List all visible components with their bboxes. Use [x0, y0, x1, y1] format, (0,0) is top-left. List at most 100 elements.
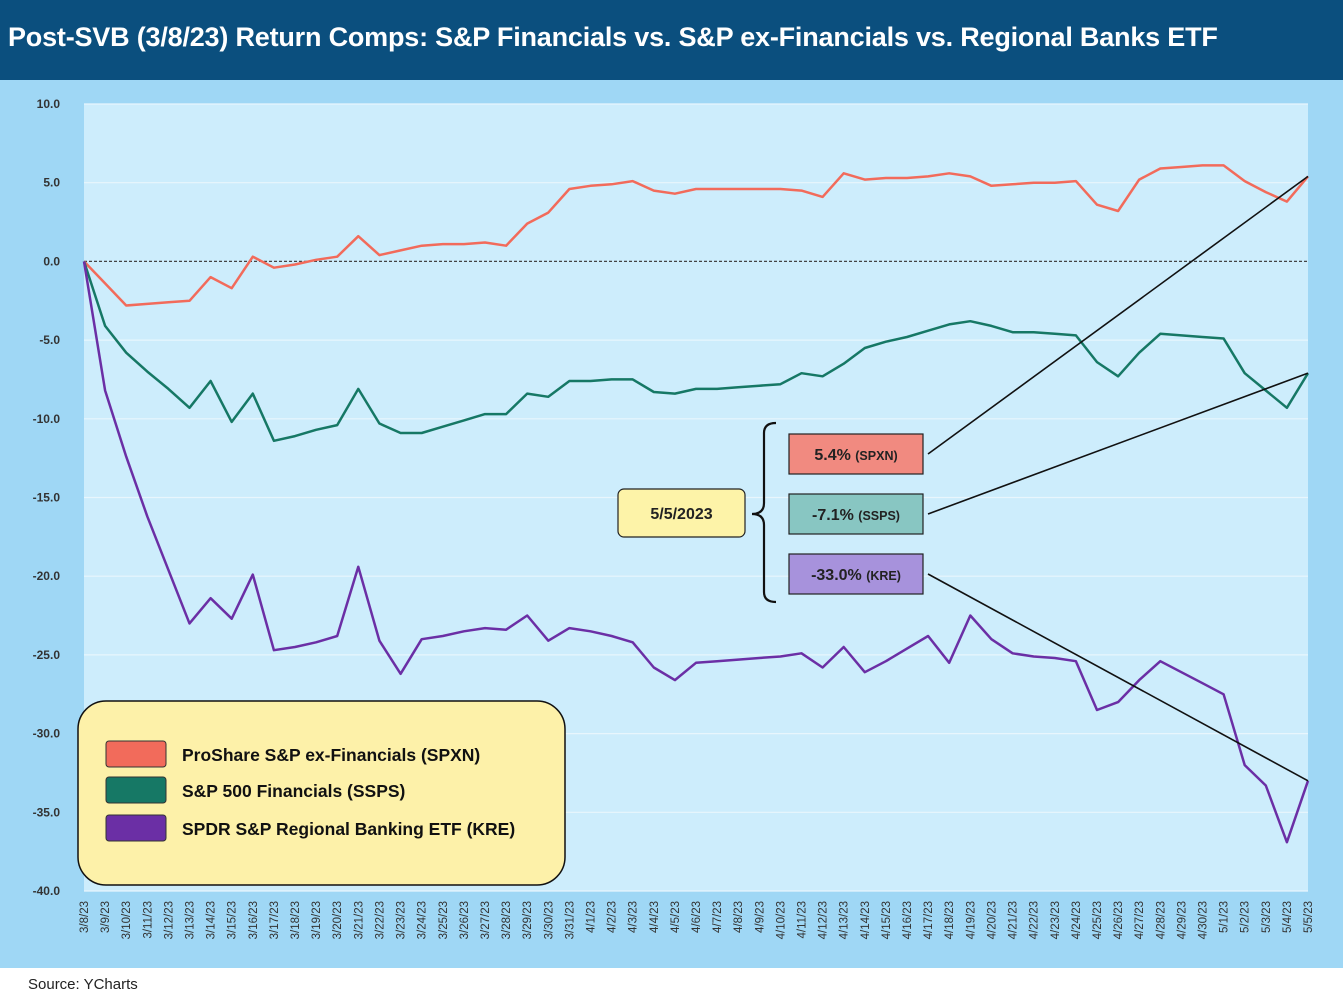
- y-tick-label: 5.0: [43, 176, 60, 190]
- x-tick-label: 3/9/23: [100, 901, 112, 933]
- x-tick-label: 4/6/23: [691, 901, 703, 933]
- x-tick-label: 5/4/23: [1282, 901, 1294, 933]
- x-tick-label: 3/19/23: [311, 901, 323, 939]
- legend-label-ssps: S&P 500 Financials (SSPS): [182, 781, 405, 801]
- x-tick-label: 4/17/23: [923, 901, 935, 939]
- x-tick-label: 3/31/23: [564, 901, 576, 939]
- x-tick-label: 4/5/23: [670, 901, 682, 933]
- annotation-ticker: (SPXN): [855, 449, 897, 463]
- connector-line-kre: [927, 573, 1309, 782]
- x-tick-label: 3/25/23: [438, 901, 450, 939]
- legend-swatch-kre: [105, 814, 167, 842]
- x-tick-label: 4/9/23: [754, 901, 766, 933]
- x-tick-label: 4/15/23: [881, 901, 893, 939]
- x-tick-label: 4/26/23: [1113, 901, 1125, 939]
- series-line-ssps: [82, 261, 1310, 443]
- annotation-label-spxn: 5.4% (SPXN): [814, 447, 897, 464]
- legend-box: [77, 700, 566, 886]
- annotation-value: 5.4%: [814, 447, 855, 464]
- y-tick-label: 10.0: [37, 97, 61, 111]
- series-line-kre: [82, 261, 1310, 844]
- x-tick-label: 3/20/23: [332, 901, 344, 939]
- x-tick-label: 3/10/23: [121, 901, 133, 939]
- x-tick-label: 4/1/23: [585, 901, 597, 933]
- annotation-ticker: (KRE): [866, 569, 901, 583]
- y-tick-label: -35.0: [33, 805, 61, 819]
- x-tick-label: 3/24/23: [417, 901, 429, 939]
- y-tick-label: 0.0: [43, 254, 60, 268]
- x-tick-label: 4/29/23: [1176, 901, 1188, 939]
- annotation-label-ssps: -7.1% (SSPS): [812, 507, 900, 524]
- x-tick-label: 4/7/23: [712, 901, 724, 933]
- x-tick-label: 3/28/23: [501, 901, 513, 939]
- connector-line-ssps: [927, 372, 1309, 515]
- x-tick-label: 4/18/23: [944, 901, 956, 939]
- annotation-box-kre: [788, 553, 924, 595]
- x-tick-label: 4/14/23: [860, 901, 872, 939]
- x-tick-label: 4/3/23: [628, 901, 640, 933]
- x-tick-label: 4/4/23: [649, 901, 661, 933]
- x-tick-label: 4/21/23: [1008, 901, 1020, 939]
- source-note: Source: YCharts: [28, 976, 138, 993]
- x-tick-label: 4/28/23: [1155, 901, 1167, 939]
- y-tick-label: -20.0: [33, 569, 61, 583]
- annotation-box-spxn: [788, 433, 924, 475]
- x-tick-label: 3/13/23: [185, 901, 197, 939]
- annotation-box-ssps: [788, 493, 924, 535]
- x-tick-label: 3/12/23: [163, 901, 175, 939]
- connector-line-spxn: [927, 175, 1309, 455]
- x-tick-label: 4/19/23: [965, 901, 977, 939]
- annotation-brace: [751, 421, 777, 604]
- x-tick-label: 4/30/23: [1197, 901, 1209, 939]
- y-tick-label: -15.0: [33, 491, 61, 505]
- x-tick-label: 3/17/23: [269, 901, 281, 939]
- y-tick-label: -25.0: [33, 648, 61, 662]
- y-tick-label: -40.0: [33, 884, 61, 898]
- series-line-spxn: [83, 164, 1309, 307]
- x-tick-label: 4/11/23: [797, 901, 809, 939]
- x-tick-label: 5/3/23: [1261, 901, 1273, 933]
- x-tick-label: 3/14/23: [206, 901, 218, 939]
- x-tick-label: 3/21/23: [353, 901, 365, 939]
- legend-label-spxn: ProShare S&P ex-Financials (SPXN): [182, 745, 480, 765]
- x-tick-label: 3/27/23: [480, 901, 492, 939]
- x-tick-label: 3/18/23: [290, 901, 302, 939]
- x-tick-label: 3/16/23: [248, 901, 260, 939]
- x-tick-label: 3/15/23: [227, 901, 239, 939]
- x-tick-label: 4/2/23: [607, 901, 619, 933]
- x-tick-label: 3/11/23: [142, 901, 154, 939]
- x-tick-label: 4/13/23: [839, 901, 851, 939]
- x-tick-label: 4/22/23: [1029, 901, 1041, 939]
- x-tick-label: 4/24/23: [1071, 901, 1083, 939]
- x-tick-label: 5/5/23: [1303, 901, 1315, 933]
- annotation-ticker: (SSPS): [858, 509, 900, 523]
- x-tick-label: 3/29/23: [522, 901, 534, 939]
- annotation-value: -7.1%: [812, 507, 858, 524]
- legend-swatch-ssps: [105, 776, 167, 804]
- x-tick-label: 3/22/23: [374, 901, 386, 939]
- x-tick-label: 3/30/23: [543, 901, 555, 939]
- x-tick-label: 4/12/23: [818, 901, 830, 939]
- annotation-value: -33.0%: [811, 567, 866, 584]
- x-tick-label: 4/25/23: [1092, 901, 1104, 939]
- y-tick-label: -5.0: [39, 333, 60, 347]
- y-tick-label: -30.0: [33, 727, 61, 741]
- x-tick-label: 4/27/23: [1134, 901, 1146, 939]
- date-label: 5/5/2023: [650, 506, 712, 523]
- x-tick-label: 4/23/23: [1050, 901, 1062, 939]
- y-tick-label: -10.0: [33, 412, 61, 426]
- legend-swatch-spxn: [105, 740, 167, 768]
- x-tick-label: 4/8/23: [733, 901, 745, 933]
- x-tick-label: 5/2/23: [1240, 901, 1252, 933]
- x-tick-label: 4/10/23: [775, 901, 787, 939]
- annotation-label-kre: -33.0% (KRE): [811, 567, 901, 584]
- x-tick-label: 3/8/23: [79, 901, 91, 933]
- title-bar: Post-SVB (3/8/23) Return Comps: S&P Fina…: [0, 0, 1343, 80]
- chart-title: Post-SVB (3/8/23) Return Comps: S&P Fina…: [8, 22, 1218, 52]
- x-tick-label: 4/20/23: [986, 901, 998, 939]
- x-tick-label: 3/26/23: [459, 901, 471, 939]
- x-tick-label: 5/1/23: [1219, 901, 1231, 933]
- date-box: [617, 488, 746, 538]
- legend-label-kre: SPDR S&P Regional Banking ETF (KRE): [182, 819, 515, 839]
